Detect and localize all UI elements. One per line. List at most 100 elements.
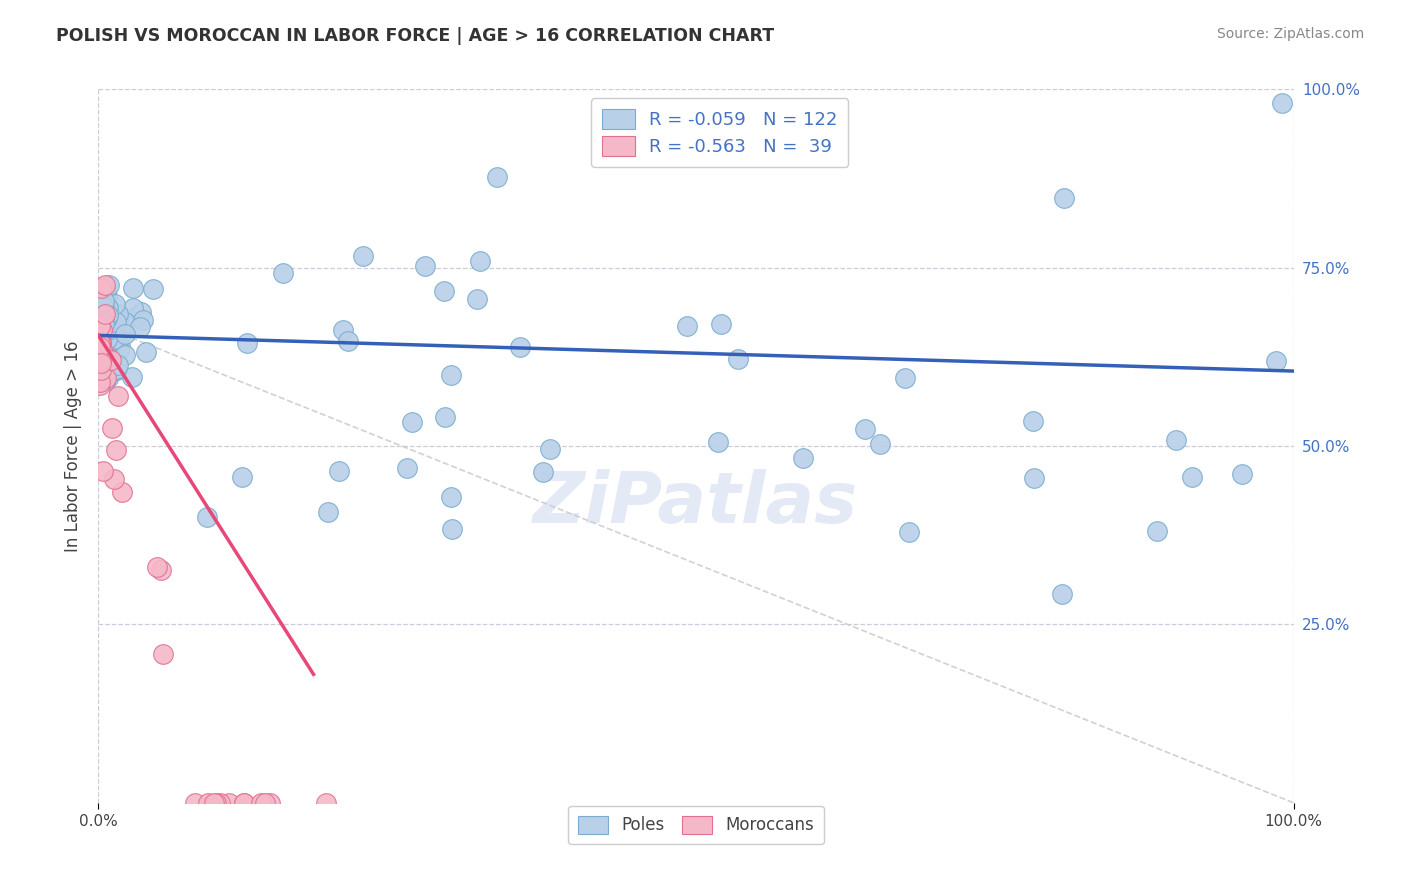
Point	[1050, 587, 1073, 601]
Point	[131, 305, 153, 319]
Point	[90, 351, 112, 366]
Point	[96, 310, 118, 325]
Point	[152, 647, 174, 661]
Point	[97, 370, 120, 384]
Point	[395, 461, 418, 475]
Point	[894, 371, 917, 385]
Point	[101, 421, 124, 435]
Point	[1024, 471, 1046, 485]
Point	[90, 329, 112, 343]
Point	[89, 343, 111, 357]
Point	[328, 464, 350, 478]
Point	[202, 796, 225, 810]
Point	[706, 435, 728, 450]
Point	[89, 318, 111, 332]
Point	[1052, 191, 1074, 205]
Point	[401, 416, 423, 430]
Point	[218, 796, 240, 810]
Point	[121, 301, 143, 315]
Point	[149, 563, 172, 577]
Point	[89, 301, 111, 315]
Point	[129, 320, 152, 334]
Point	[869, 437, 891, 451]
Point	[90, 356, 112, 370]
Point	[108, 339, 131, 353]
Point	[97, 332, 120, 346]
Point	[710, 317, 733, 331]
Point	[89, 312, 111, 326]
Point	[232, 796, 254, 810]
Point	[96, 319, 118, 334]
Point	[352, 249, 374, 263]
Point	[100, 352, 122, 367]
Point	[96, 346, 118, 360]
Point	[93, 277, 115, 292]
Point	[97, 310, 120, 325]
Point	[94, 324, 117, 338]
Point	[89, 348, 111, 362]
Point	[1232, 467, 1254, 481]
Point	[98, 336, 121, 351]
Point	[195, 509, 218, 524]
Point	[184, 796, 207, 810]
Point	[440, 491, 463, 505]
Point	[465, 292, 488, 306]
Point	[89, 378, 111, 392]
Point	[89, 318, 111, 332]
Point	[103, 472, 125, 486]
Point	[1022, 413, 1045, 427]
Point	[89, 321, 111, 335]
Point	[90, 281, 112, 295]
Point	[100, 338, 122, 352]
Point	[98, 306, 121, 320]
Point	[94, 374, 117, 388]
Point	[90, 336, 112, 351]
Point	[90, 334, 112, 349]
Point	[98, 278, 121, 293]
Point	[93, 315, 115, 329]
Point	[93, 337, 115, 351]
Point	[1271, 96, 1294, 111]
Point	[122, 281, 145, 295]
Point	[94, 371, 117, 385]
Point	[509, 340, 531, 354]
Point	[96, 289, 118, 303]
Point	[197, 796, 219, 810]
Point	[103, 332, 125, 346]
Point	[1166, 434, 1188, 448]
Point	[104, 356, 127, 370]
Point	[253, 796, 276, 810]
Point	[90, 363, 112, 377]
Point	[89, 328, 111, 343]
Point	[727, 352, 749, 367]
Point	[121, 369, 143, 384]
Point	[259, 796, 281, 810]
Point	[1146, 524, 1168, 538]
Point	[208, 796, 231, 810]
Point	[316, 505, 339, 519]
Point	[105, 363, 128, 377]
Point	[107, 358, 129, 372]
Point	[250, 796, 273, 810]
Point	[232, 796, 254, 810]
Point	[101, 364, 124, 378]
Point	[93, 294, 115, 309]
Point	[107, 334, 129, 348]
Point	[538, 442, 561, 456]
Point	[145, 560, 167, 574]
Point	[433, 284, 456, 298]
Point	[676, 318, 699, 333]
Point	[94, 294, 117, 309]
Y-axis label: In Labor Force | Age > 16: In Labor Force | Age > 16	[65, 340, 83, 552]
Point	[93, 312, 115, 326]
Point	[111, 320, 134, 334]
Point	[93, 310, 115, 325]
Point	[111, 485, 134, 500]
Point	[91, 465, 114, 479]
Point	[125, 309, 148, 323]
Point	[132, 313, 155, 327]
Point	[114, 327, 136, 342]
Point	[91, 341, 114, 355]
Point	[898, 524, 921, 539]
Point	[108, 343, 131, 357]
